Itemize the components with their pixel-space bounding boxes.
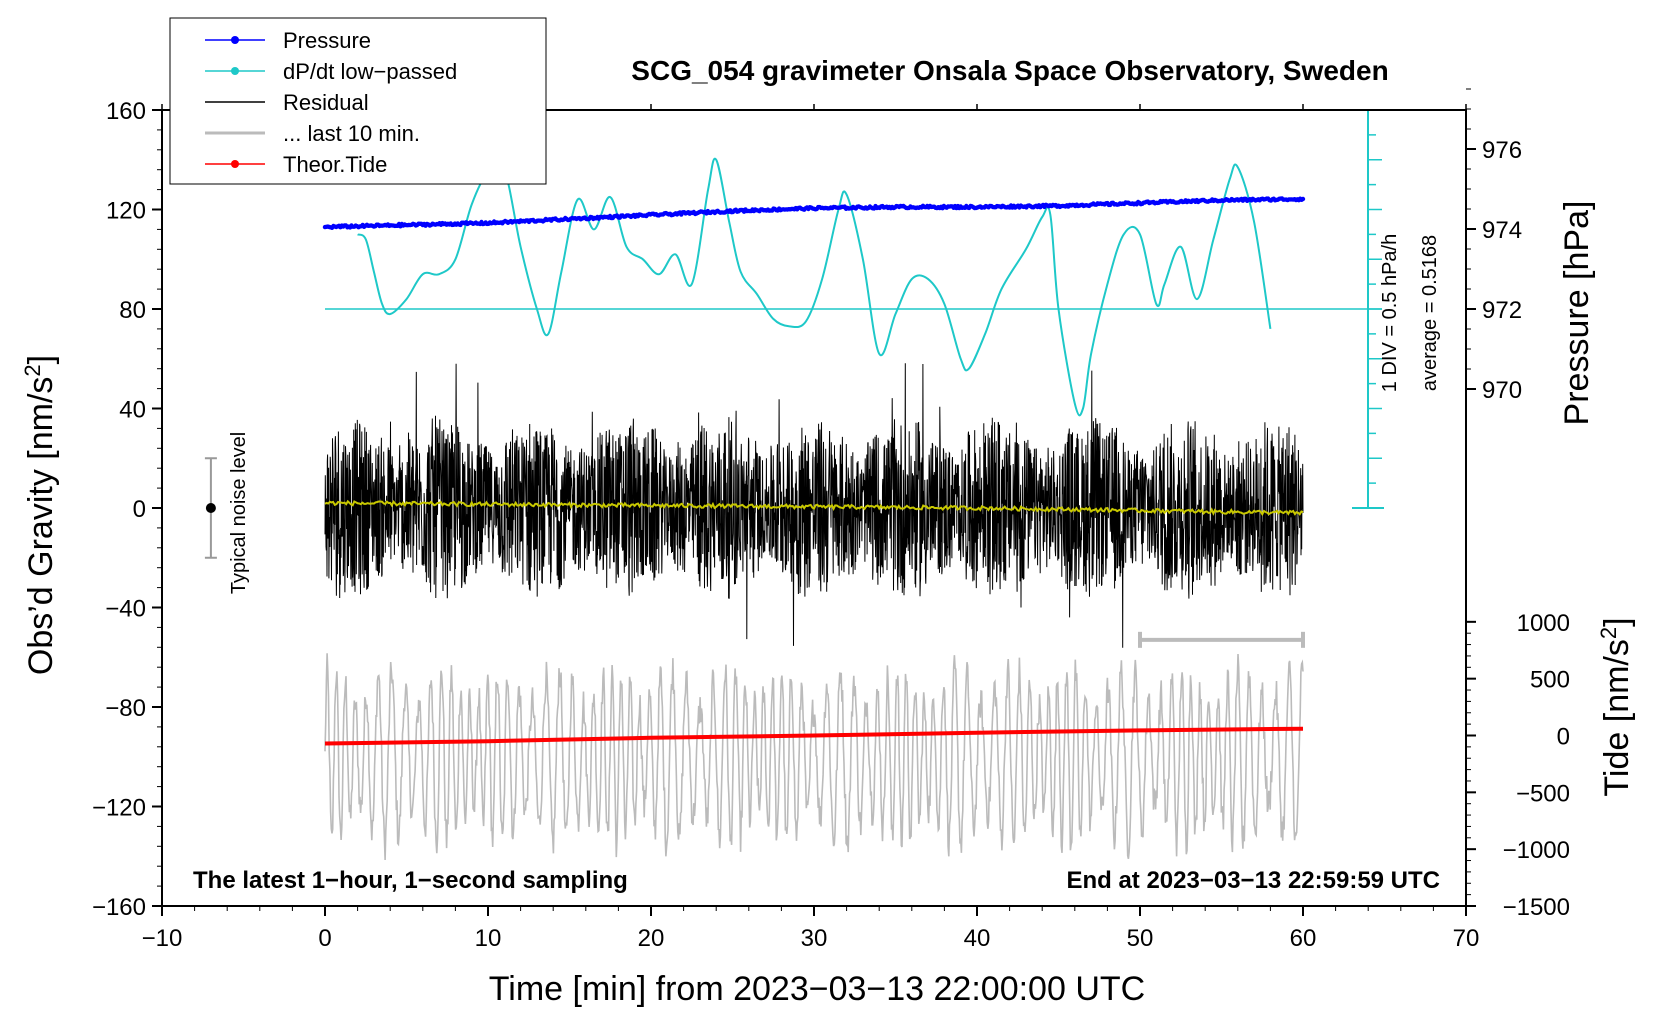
legend-label: Theor.Tide bbox=[283, 152, 387, 177]
noise-level-label: Typical noise level bbox=[228, 432, 250, 594]
noise-center-dot bbox=[205, 503, 216, 513]
x-tick-label: 0 bbox=[318, 925, 331, 952]
tide-tick-label: −1000 bbox=[1503, 837, 1570, 864]
series-residual-line bbox=[324, 363, 1304, 648]
x-tick-label: 10 bbox=[475, 925, 502, 952]
x-tick-label: 60 bbox=[1290, 925, 1317, 952]
pressure-tick-label: 976 bbox=[1482, 137, 1522, 164]
chart-title: SCG_054 gravimeter Onsala Space Observat… bbox=[631, 55, 1388, 86]
y-tick-label: −120 bbox=[92, 795, 146, 822]
end-time-note: End at 2023−03−13 22:59:59 UTC bbox=[1066, 867, 1440, 894]
x-axis-title: Time [min] from 2023−03−13 22:00:00 UTC bbox=[489, 970, 1145, 1008]
legend-box bbox=[169, 17, 547, 185]
tide-tick-label: 1000 bbox=[1517, 610, 1570, 637]
legend-marker bbox=[231, 67, 239, 75]
pressure-point bbox=[1300, 196, 1306, 202]
tide-tick-label: 500 bbox=[1530, 667, 1570, 694]
y-axis-title-gravity: Obs’d Gravity [nm/s2] bbox=[20, 355, 60, 675]
legend-label: ... last 10 min. bbox=[283, 121, 420, 146]
y-tick-label: 120 bbox=[106, 198, 146, 225]
tide-tick-label: −500 bbox=[1516, 780, 1570, 807]
legend-marker bbox=[231, 36, 239, 44]
series-last-10-min-line bbox=[324, 653, 1304, 861]
y-tick-label: 160 bbox=[106, 98, 146, 125]
series-theoretical-tide-line bbox=[324, 726, 1304, 746]
y-tick-label: −40 bbox=[105, 596, 146, 623]
x-tick-label: 50 bbox=[1127, 925, 1154, 952]
x-tick-label: 40 bbox=[964, 925, 991, 952]
sampling-note: The latest 1−hour, 1−second sampling bbox=[193, 867, 628, 894]
x-tick-label: 20 bbox=[638, 925, 665, 952]
dpdt-average-label: average = 0.5168 bbox=[1419, 235, 1441, 391]
x-tick-label: −10 bbox=[142, 925, 183, 952]
legend-label: Pressure bbox=[283, 28, 371, 53]
legend-marker bbox=[231, 160, 239, 168]
y-tick-label: 0 bbox=[133, 496, 146, 523]
pressure-tick-label: 970 bbox=[1482, 377, 1522, 404]
y-tick-label: 80 bbox=[119, 297, 146, 324]
legend-label: Residual bbox=[283, 90, 369, 115]
series-residual-mean-line bbox=[324, 499, 1304, 517]
pressure-tick-label: 974 bbox=[1482, 217, 1522, 244]
tide-tick-label: −1500 bbox=[1503, 894, 1570, 921]
tide-tick-label: 0 bbox=[1557, 724, 1570, 751]
series-pressure bbox=[322, 196, 1306, 230]
y-axis-title-tide: Tide [nm/s2] bbox=[1596, 617, 1636, 796]
legend: Pressure dP/dt low−passed Residual ... last… bbox=[169, 17, 547, 185]
x-tick-label: 30 bbox=[801, 925, 828, 952]
legend-label: dP/dt low−passed bbox=[283, 59, 457, 84]
y-axis-title-pressure: Pressure [hPa] bbox=[1558, 201, 1596, 426]
x-tick-label: 70 bbox=[1453, 925, 1480, 952]
y-tick-label: 40 bbox=[119, 397, 146, 424]
axes: −10 0 10 20 30 40 50 60 70 160 120 80 40 0 −40 −80 −120 −… bbox=[92, 88, 1570, 952]
pressure-tick-label: 972 bbox=[1482, 297, 1522, 324]
dpdt-scale-label: 1 DIV = 0.5 hPa/h bbox=[1379, 234, 1401, 392]
data-series bbox=[204, 109, 1384, 861]
y-tick-label: −80 bbox=[105, 695, 146, 722]
y-tick-label: −160 bbox=[92, 894, 146, 921]
